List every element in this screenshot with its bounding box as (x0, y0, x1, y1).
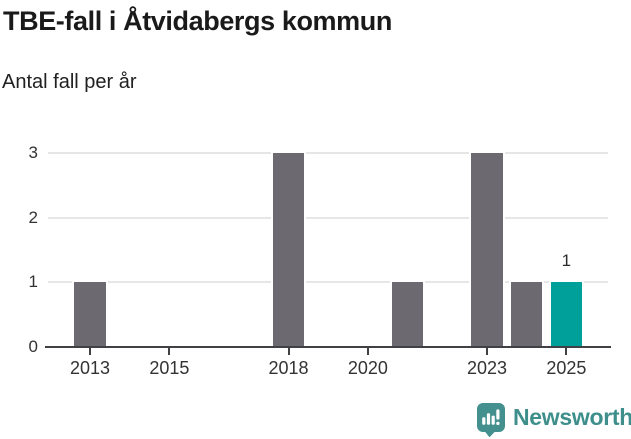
bar-value-label-2025: 1 (561, 251, 572, 271)
chart-title: TBE-fall i Åtvidabergs kommun (3, 6, 392, 36)
x-axis-label-2013: 2013 (69, 358, 111, 378)
chart-subtitle: Antal fall per år (2, 71, 137, 93)
x-axis-label-2020: 2020 (347, 358, 388, 378)
x-axis-label-2018: 2018 (268, 358, 309, 378)
newsworthy-logo: Newsworthy (477, 403, 631, 437)
y-axis-label-3: 3 (28, 142, 38, 162)
newsworthy-logo-text: Newsworthy (513, 404, 631, 430)
bar-2023 (469, 150, 505, 350)
x-axis-tick-2013 (89, 348, 91, 355)
bar-2025 (548, 280, 585, 350)
gridline-y1 (48, 281, 608, 284)
y-axis-label-0: 0 (28, 337, 38, 356)
x-axis-tick-2025 (565, 348, 568, 355)
newsworthy-logo-icon (477, 403, 505, 437)
gridline-y3 (48, 151, 608, 154)
y-axis-label-2: 2 (28, 207, 38, 227)
bar-2024 (508, 280, 545, 350)
x-axis-label-2025: 2025 (546, 358, 587, 378)
x-axis-label-2023: 2023 (466, 358, 508, 378)
bar-2018 (270, 150, 307, 350)
x-axis-tick-2020 (366, 348, 369, 355)
bar-2021 (389, 280, 426, 350)
bar-2013 (72, 280, 108, 350)
x-axis-tick-2015 (168, 348, 171, 355)
x-axis-tick-2023 (486, 348, 488, 355)
x-axis-label-2015: 2015 (149, 358, 190, 378)
x-axis-tick-2018 (287, 348, 290, 355)
gridline-y2 (48, 216, 608, 219)
y-axis-label-1: 1 (28, 272, 38, 292)
x-axis-line (45, 346, 611, 348)
